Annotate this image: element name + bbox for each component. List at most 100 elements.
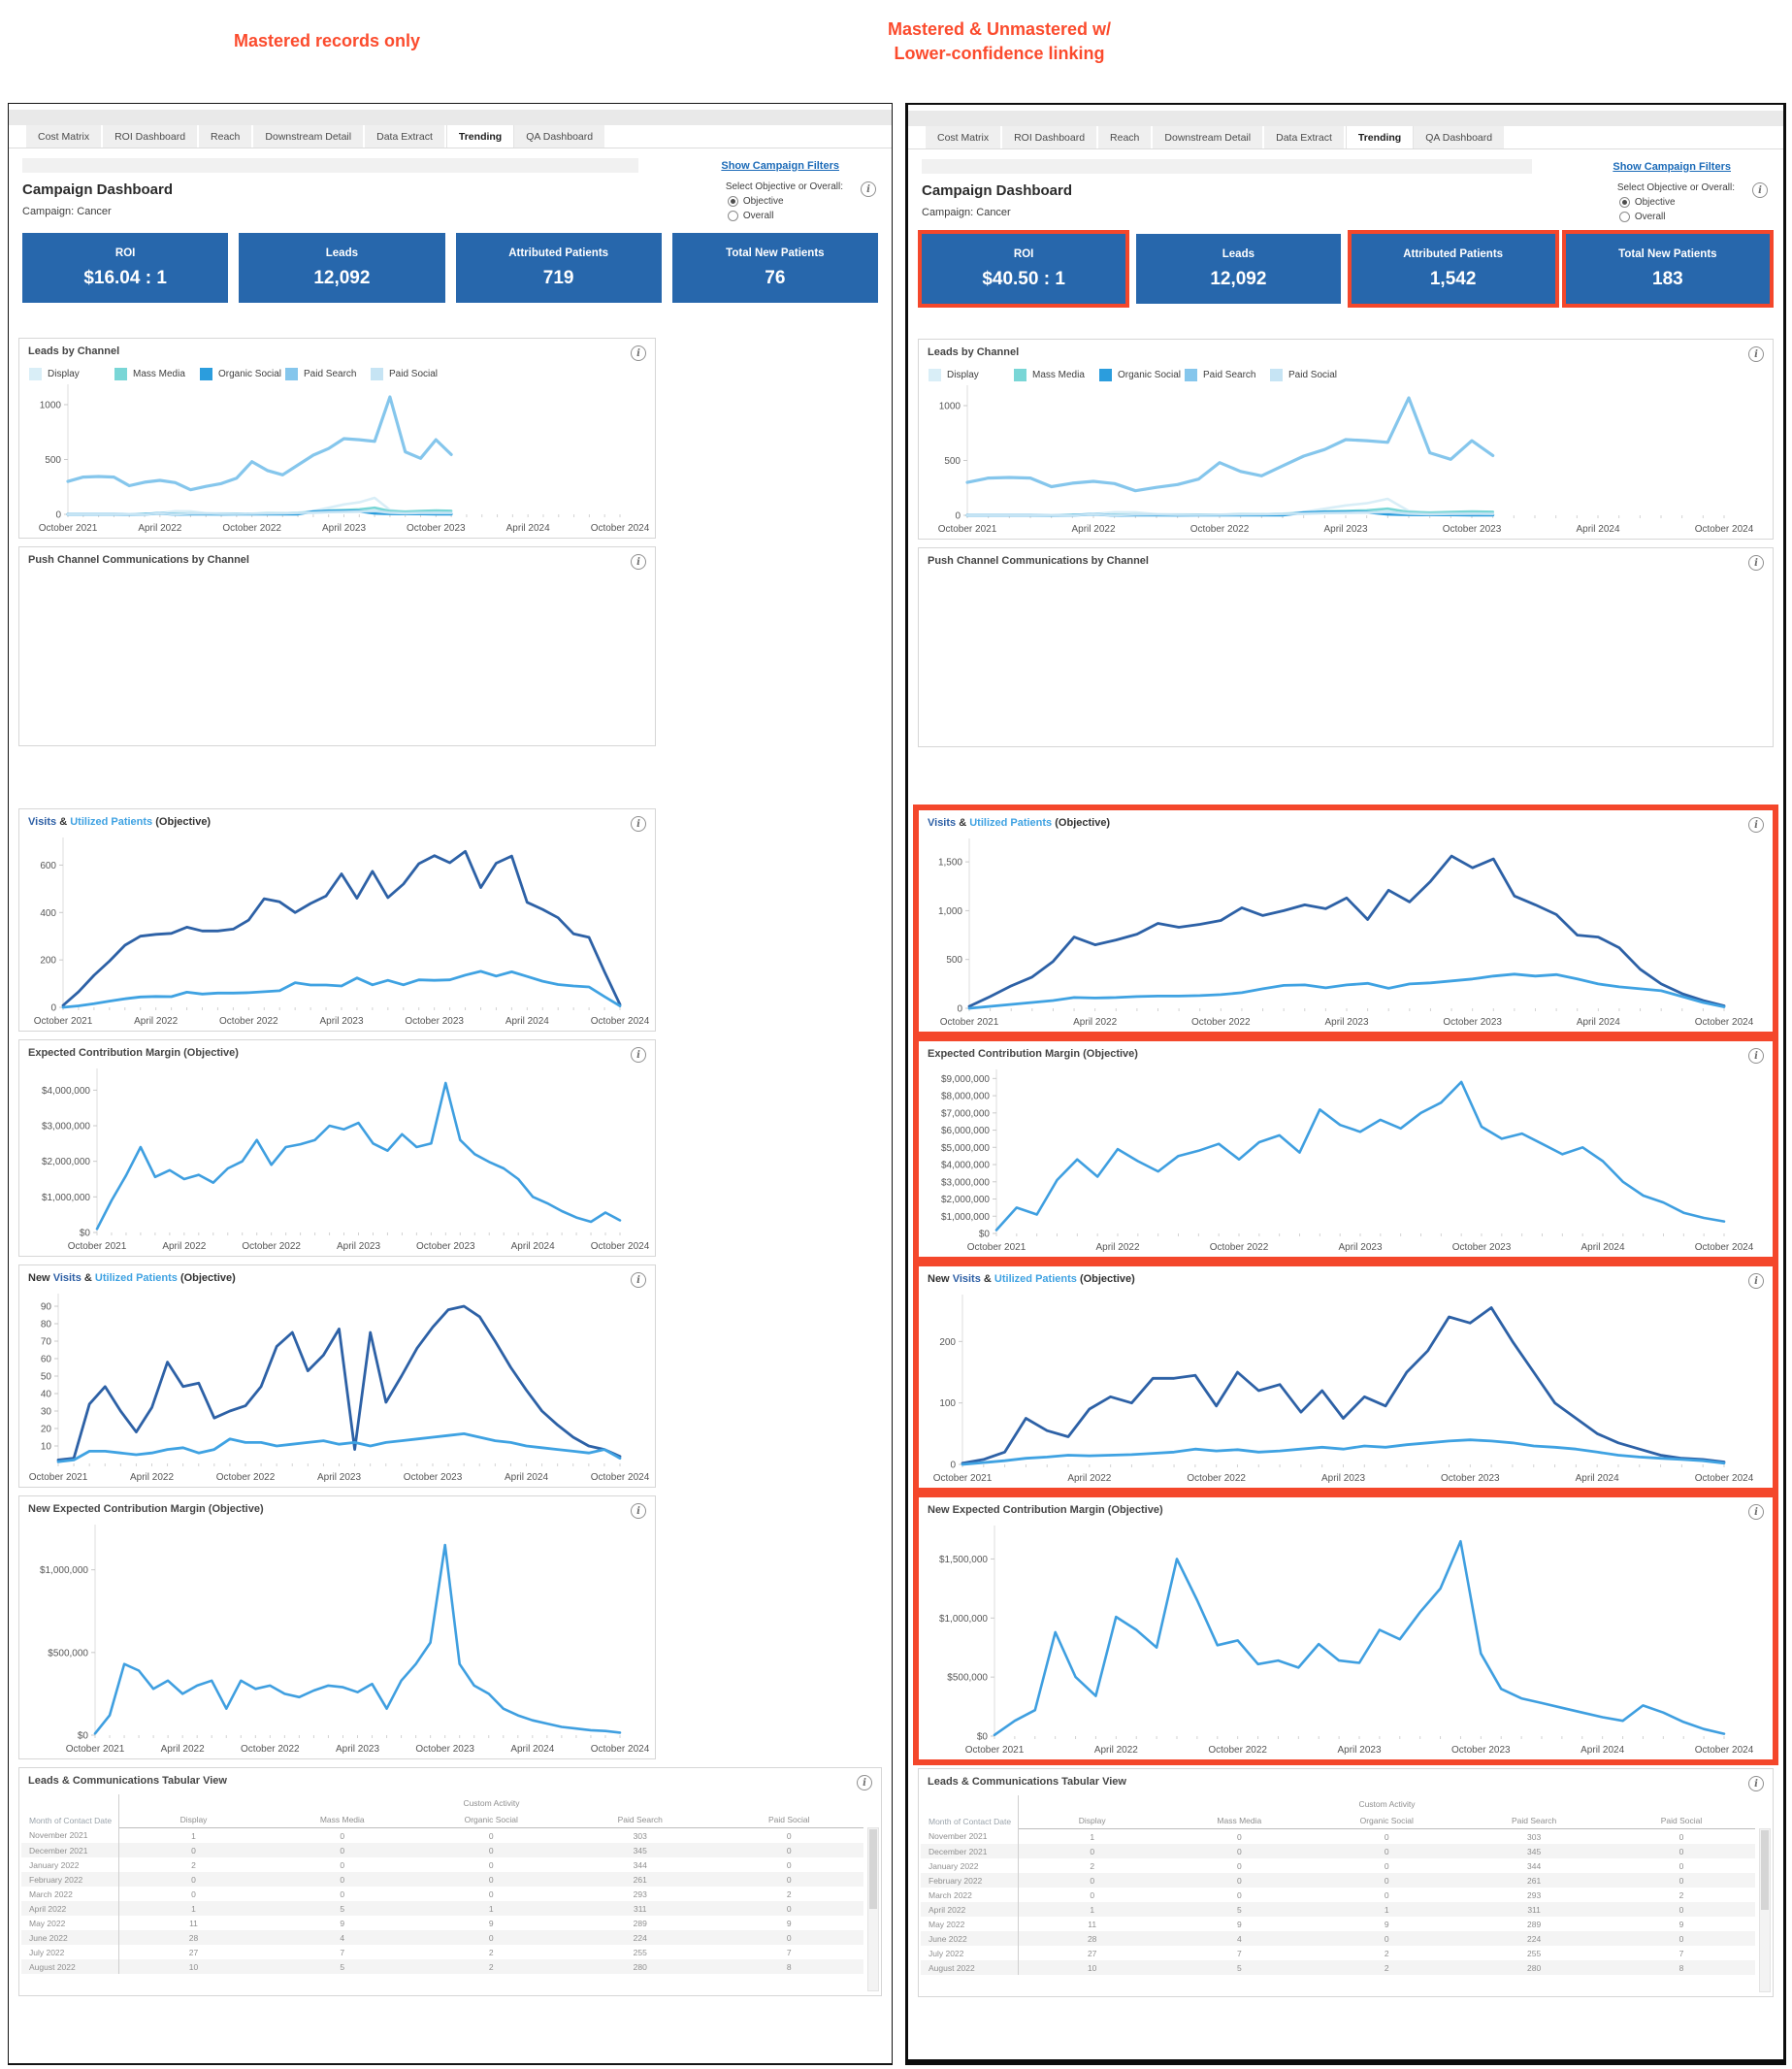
table-row: April 2022 1 5 1 311 0 — [21, 1901, 863, 1916]
info-icon[interactable]: i — [631, 816, 646, 832]
panel-new-expected-contribution-margin: New Expected Contribution Margin (Object… — [913, 1492, 1778, 1765]
info-icon[interactable]: i — [631, 554, 646, 570]
x-axis-label: October 2024 — [1695, 1242, 1754, 1253]
y-axis-label: 50 — [41, 1372, 52, 1383]
x-axis-label: October 2024 — [591, 1016, 650, 1027]
info-icon[interactable]: i — [1748, 1776, 1764, 1791]
info-icon[interactable]: i — [857, 1775, 872, 1790]
tab-reach[interactable]: Reach — [1098, 126, 1154, 148]
tab-data-extract[interactable]: Data Extract — [1264, 126, 1346, 148]
table-cell: 1 — [1090, 1831, 1095, 1842]
y-axis-label: 90 — [41, 1302, 52, 1313]
table-cell: 0 — [340, 1888, 345, 1899]
tab-roi-dashboard[interactable]: ROI Dashboard — [103, 125, 200, 148]
table-cell: 2 — [1313, 1960, 1461, 1975]
legend-label: Display — [48, 369, 80, 379]
table-scrollbar[interactable] — [1759, 1828, 1771, 1992]
y-axis-label: $2,000,000 — [42, 1157, 90, 1167]
info-icon[interactable]: i — [1748, 555, 1764, 571]
scrollbar-thumb[interactable] — [869, 1829, 877, 1909]
dashboard-mastered-only: Cost Matrix ROI Dashboard Reach Downstream … — [8, 103, 893, 2065]
tab-trending[interactable]: Trending — [445, 125, 515, 148]
tab-reach[interactable]: Reach — [199, 125, 254, 148]
table-cell: 0 — [1608, 1873, 1755, 1888]
info-icon[interactable]: i — [631, 1272, 646, 1288]
radio-overall[interactable]: Overall — [727, 211, 843, 221]
info-icon[interactable]: i — [631, 1503, 646, 1519]
info-icon[interactable]: i — [1748, 346, 1764, 362]
tab-trending[interactable]: Trending — [1345, 126, 1415, 148]
info-icon[interactable]: i — [1748, 1273, 1764, 1289]
info-icon[interactable]: i — [631, 1047, 646, 1063]
y-axis-label: $5,000,000 — [941, 1143, 990, 1154]
x-axis-label: April 2022 — [1095, 1242, 1139, 1253]
tab-roi-dashboard[interactable]: ROI Dashboard — [1002, 126, 1099, 148]
tab-data-extract[interactable]: Data Extract — [365, 125, 446, 148]
table-cell: 0 — [1313, 1931, 1461, 1946]
kpi-card-leads: Leads 12,092 — [1136, 234, 1341, 304]
y-axis-label: $8,000,000 — [941, 1092, 990, 1102]
radio-selected-icon — [1618, 197, 1630, 208]
x-axis-label: April 2024 — [505, 1472, 548, 1483]
tab-downstream-detail[interactable]: Downstream Detail — [1153, 126, 1265, 148]
new_visits-svg: 0 100 200 October 2021 April 2022 October 202… — [933, 1295, 1754, 1484]
y-axis-label: $1,500,000 — [939, 1555, 988, 1565]
show-campaign-filters-link[interactable]: Show Campaign Filters — [721, 159, 839, 172]
y-axis-label: 60 — [41, 1355, 52, 1365]
row-label: June 2022 — [21, 1930, 119, 1945]
kpi-card-attributed-patients: Attributed Patients 719 — [455, 233, 662, 303]
table-header-row: Display Mass Media Organic Social Paid Sear… — [921, 1812, 1755, 1829]
table-cell: 224 — [566, 1930, 715, 1945]
panel-title-part: Visits — [52, 1272, 84, 1284]
radio-objective[interactable]: Objective — [1618, 197, 1735, 208]
table-cell: 27 — [188, 1947, 199, 1957]
table-row: June 2022 28 4 0 224 0 — [21, 1930, 863, 1945]
push-communications-empty-chart — [19, 572, 655, 745]
table-row: May 2022 11 9 9 289 9 — [21, 1916, 863, 1930]
table-wrapper: Month of Contact Date Custom Activity Disp… — [21, 1794, 879, 1993]
radio-overall[interactable]: Overall — [1618, 212, 1735, 222]
show-campaign-filters-link[interactable]: Show Campaign Filters — [1613, 160, 1731, 173]
info-icon[interactable]: i — [1748, 1504, 1764, 1520]
info-icon[interactable]: i — [631, 345, 646, 361]
table-cell: 0 — [1608, 1844, 1755, 1858]
panel-title-part: New — [928, 1273, 953, 1285]
info-icon[interactable]: i — [1752, 182, 1768, 198]
tab-cost-matrix[interactable]: Cost Matrix — [26, 125, 104, 148]
kpi-value: 12,092 — [1210, 268, 1267, 289]
radio-objective[interactable]: Objective — [727, 196, 843, 207]
scrollbar-thumb[interactable] — [1761, 1830, 1769, 1910]
x-axis-label: October 2021 — [938, 524, 997, 535]
row-label: August 2022 — [921, 1960, 1019, 1975]
legend-item-paid-search: Paid Search — [1185, 369, 1270, 381]
y-axis-label: 1000 — [939, 401, 961, 411]
new-visits-utilized-patients-chart: 10 20 30 40 50 60 70 80 90 October 2021 April 2022… — [19, 1290, 655, 1487]
x-axis-label: October 2023 — [415, 1744, 474, 1755]
table-scrollbar[interactable] — [867, 1827, 879, 1991]
info-icon[interactable]: i — [861, 181, 876, 197]
info-icon[interactable]: i — [1748, 1048, 1764, 1064]
table-cell: 2 — [416, 1959, 566, 1974]
table-cell: 28 — [1018, 1931, 1166, 1946]
tab-qa-dashboard[interactable]: QA Dashboard — [514, 125, 607, 148]
kpi-label: Attributed Patients — [1403, 247, 1504, 260]
tab-cost-matrix[interactable]: Cost Matrix — [926, 126, 1003, 148]
panel-title-part: Visits — [28, 816, 60, 828]
table-row: June 2022 28 4 0 224 0 — [921, 1931, 1755, 1946]
tab-qa-dashboard[interactable]: QA Dashboard — [1414, 126, 1507, 148]
info-icon[interactable]: i — [1748, 817, 1764, 833]
y-axis-label: 0 — [50, 1003, 56, 1014]
radio-label: Overall — [1634, 212, 1666, 222]
panel-title-part: & — [959, 817, 970, 829]
panel-leads-by-channel: Leads by Channel i Display Mass Media Orga… — [18, 338, 656, 539]
x-axis-label: April 2023 — [1324, 1017, 1368, 1028]
table-cell: 11 — [189, 1918, 198, 1928]
x-axis-label: April 2023 — [322, 523, 366, 534]
kpi-card-leads: Leads 12,092 — [239, 233, 445, 303]
leads-communications-table: Month of Contact Date Custom Activity Disp… — [921, 1795, 1755, 1975]
table-cell: 0 — [1678, 1831, 1684, 1842]
table-row: February 2022 0 0 0 261 0 — [21, 1872, 863, 1887]
tab-downstream-detail[interactable]: Downstream Detail — [253, 125, 366, 148]
series-expected-contribution-margin — [994, 1080, 1726, 1232]
x-axis-label: April 2022 — [1094, 1745, 1138, 1756]
